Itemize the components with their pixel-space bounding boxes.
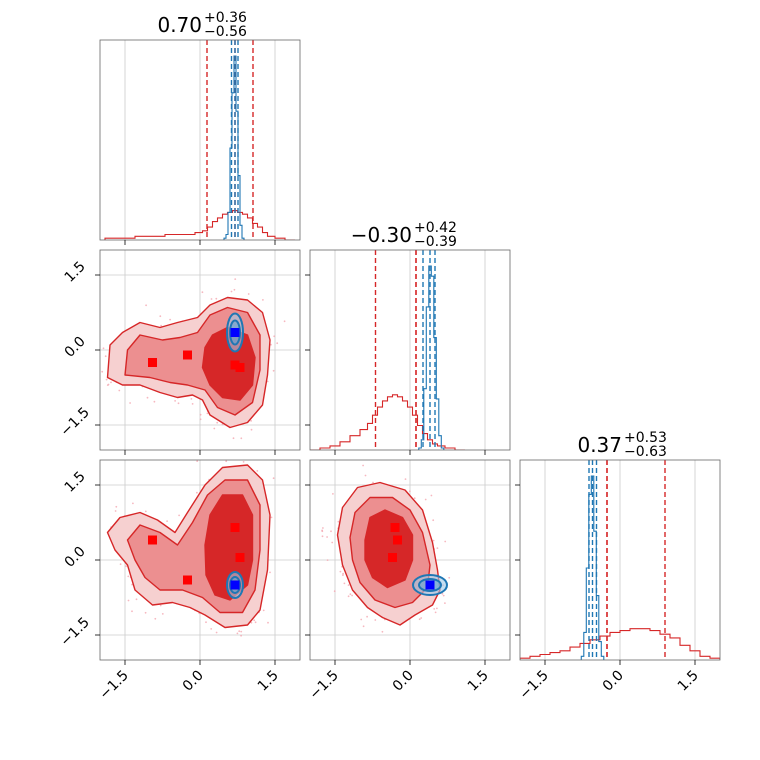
panel-title-0: 0.70 +0.36−0.56 (157, 10, 247, 40)
panel-2-1-xtick-label-0: −1.5 (306, 668, 341, 703)
panel-title-2-value: 0.37 (577, 433, 622, 457)
panel-title-0-value: 0.70 (157, 13, 202, 37)
panel-2-2-xtick-label-1: 0.0 (600, 668, 627, 695)
panel-2-1-red-marker-0 (390, 523, 400, 532)
panel-1-0-red-marker-1 (183, 350, 192, 360)
panel-2-1-xtick-label-1: 0.0 (390, 668, 417, 695)
panel-2-0-xtick-label-0: −1.5 (96, 668, 131, 703)
panel-2-1-red-marker-2 (388, 553, 397, 562)
panel-1-1-blue-hist (418, 265, 445, 450)
panel-1-0-ytick-label-1: 0.0 (62, 334, 89, 361)
panel-2-0-xtick-label-1: 0.0 (180, 668, 207, 695)
panel-2-0-ytick-label-2: 1.5 (62, 469, 89, 496)
panel-1-0: −1.5 0.0 1.5 (57, 249, 301, 455)
panel-1-0-red-marker-0 (148, 358, 157, 367)
panel-1-0-blue-marker-0 (230, 328, 240, 337)
panel-2-1-red-marker-1 (393, 535, 402, 545)
panel-1-0-red-contour-2 (201, 326, 256, 401)
panel-2-1-blue-marker-0 (425, 580, 435, 590)
panel-2-0-red-marker-0 (148, 535, 157, 545)
panel-2-0-red-marker-3 (235, 553, 245, 562)
panel-title-0-upper: +0.36 (204, 10, 247, 26)
panel-2-0-blue-marker-0 (230, 580, 240, 590)
panel-0-0-red-hist (104, 210, 295, 240)
panel-0-0 (99, 39, 301, 245)
panel-title-1-lower: −0.39 (414, 234, 457, 250)
panel-2-0-red-marker-2 (230, 523, 240, 532)
panel-1-1-red-hist (310, 394, 465, 450)
panel-1-0-ytick-label-2: 1.5 (62, 259, 89, 286)
panel-1-0-ytick-label-0: −1.5 (57, 404, 92, 439)
panel-title-2: 0.37 +0.53−0.63 (577, 430, 666, 460)
panel-0-0-blue-hist (223, 55, 245, 240)
panel-2-1-xtick-label-2: 1.5 (465, 668, 492, 695)
panel-title-2-upper: +0.53 (624, 430, 667, 446)
panel-2-2-red-hist (520, 628, 720, 660)
panel-2-0-ytick-label-1: 0.0 (62, 544, 89, 571)
panel-2-0-ytick-label-0: −1.5 (57, 614, 92, 649)
panel-1-1 (305, 249, 511, 455)
panel-title-2-lower: −0.63 (624, 444, 667, 460)
panel-2-0-red-marker-1 (183, 575, 192, 585)
panel-title-1-upper: +0.42 (414, 220, 457, 236)
panel-2-1: −1.5 0.0 1.5 (305, 459, 511, 703)
panel-1-0-red-marker-2 (230, 360, 240, 370)
panel-title-1: −0.30 +0.42−0.39 (351, 220, 457, 250)
panel-2-2-xtick-label-2: 1.5 (675, 668, 702, 695)
panel-2-1-red-contour-2 (364, 509, 414, 589)
panel-2-2: −1.5 0.0 1.5 (515, 459, 721, 703)
panel-2-0: −1.5 0.0 1.5 −1.5 0.0 1.5 (57, 459, 301, 703)
panel-2-2-xtick-label-0: −1.5 (516, 668, 551, 703)
panel-2-0-xtick-label-2: 1.5 (255, 668, 282, 695)
panel-1-0-red-marker-3 (235, 363, 245, 372)
panel-title-1-value: −0.30 (351, 223, 412, 247)
panel-title-0-lower: −0.56 (204, 24, 247, 40)
panel-2-0-red-contour-2 (204, 494, 254, 601)
